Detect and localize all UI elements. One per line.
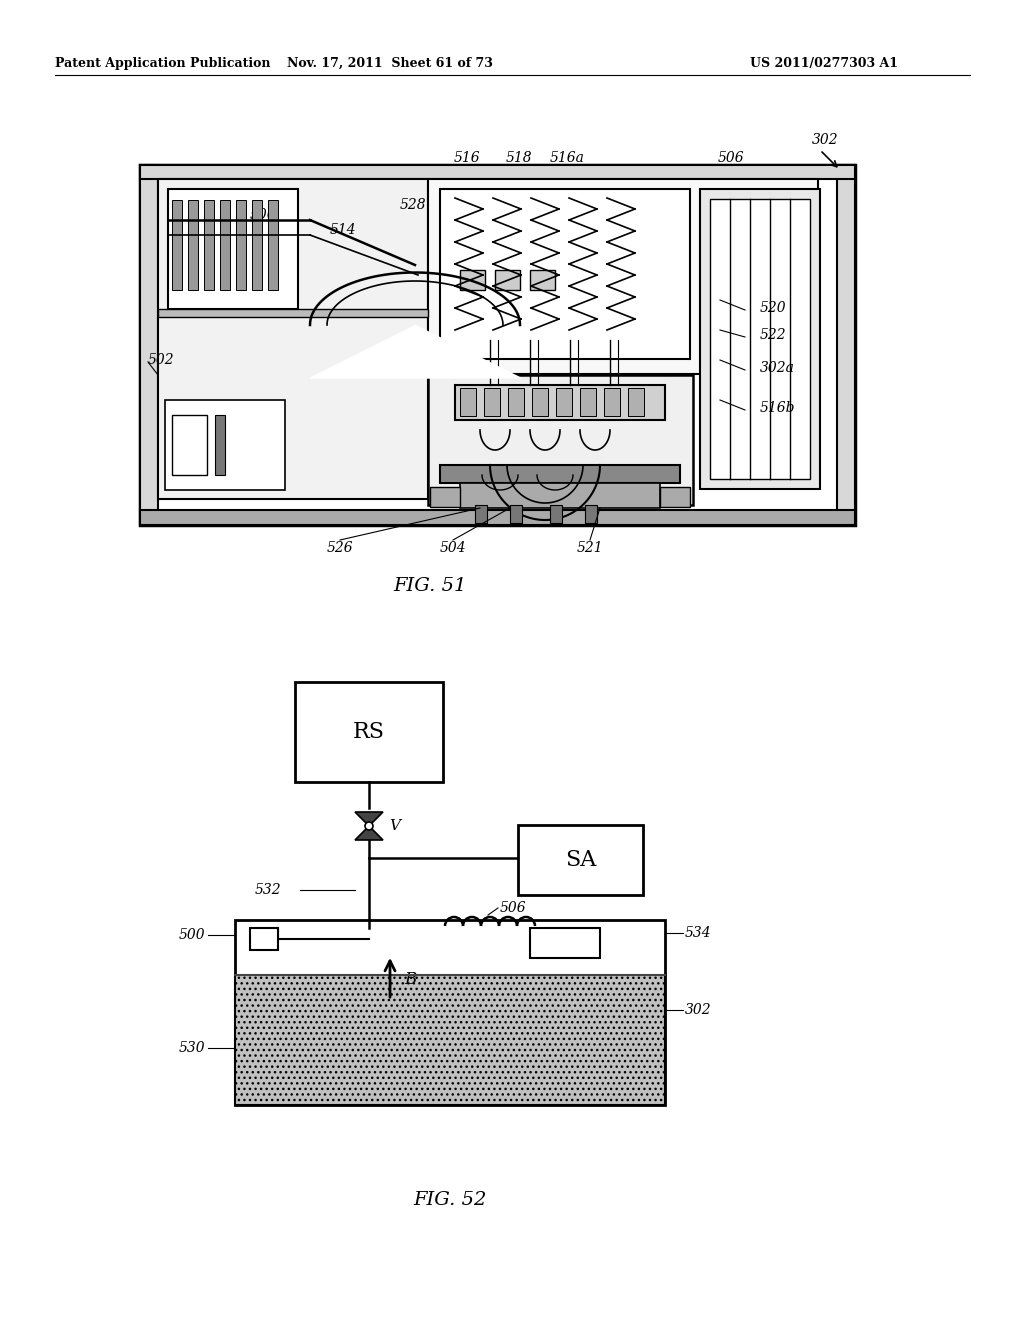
Text: 302: 302 (685, 1003, 712, 1016)
Bar (556, 388, 572, 416)
Bar (530, 928, 600, 958)
Bar (430, 487, 460, 507)
Bar (495, 271, 520, 290)
Text: SA: SA (565, 849, 596, 871)
Bar (236, 201, 246, 290)
Text: 514: 514 (330, 223, 356, 238)
Bar (475, 506, 487, 523)
Bar (460, 271, 485, 290)
Bar (204, 201, 214, 290)
Bar (530, 271, 555, 290)
Bar (440, 189, 690, 359)
Bar (508, 388, 524, 416)
Text: 506: 506 (500, 902, 526, 915)
Text: 521: 521 (577, 541, 603, 554)
Bar (250, 928, 278, 950)
Text: Patent Application Publication: Patent Application Publication (55, 57, 270, 70)
Text: 500: 500 (178, 928, 205, 942)
Bar (172, 201, 182, 290)
Bar (455, 385, 665, 420)
Text: 530: 530 (178, 1041, 205, 1055)
Bar (585, 506, 597, 523)
Bar (460, 388, 476, 416)
Text: 504: 504 (439, 541, 466, 554)
Circle shape (365, 822, 373, 830)
Text: 518: 518 (506, 150, 532, 165)
Text: 516a: 516a (550, 150, 585, 165)
Bar (440, 465, 680, 483)
Text: 502: 502 (148, 352, 175, 367)
Bar (550, 506, 562, 523)
Bar (295, 682, 443, 781)
Bar (234, 975, 665, 1105)
Text: 528: 528 (400, 198, 427, 213)
Text: 532: 532 (255, 883, 282, 898)
Text: 520: 520 (760, 301, 786, 315)
Bar (188, 201, 198, 290)
Text: 526: 526 (327, 541, 353, 554)
Text: 516: 516 (454, 150, 480, 165)
Text: 516b: 516b (760, 401, 796, 414)
Bar (140, 165, 855, 180)
Text: V: V (389, 818, 400, 833)
Bar (220, 201, 230, 290)
Bar (140, 165, 158, 525)
Text: Nov. 17, 2011  Sheet 61 of 73: Nov. 17, 2011 Sheet 61 of 73 (287, 57, 493, 70)
Text: 302: 302 (812, 133, 839, 147)
Bar (234, 920, 665, 1105)
Bar (172, 414, 207, 475)
Bar (215, 414, 225, 475)
Text: 302a: 302a (760, 360, 795, 375)
Bar (460, 483, 660, 508)
Bar (158, 180, 428, 499)
Bar (532, 388, 548, 416)
Bar (604, 388, 620, 416)
Text: 500: 500 (250, 209, 276, 222)
Bar (518, 825, 643, 895)
Bar (158, 309, 428, 317)
Bar (700, 189, 820, 488)
Text: FIG. 51: FIG. 51 (393, 577, 467, 595)
Bar (510, 506, 522, 523)
Bar (484, 388, 500, 416)
Bar (268, 201, 278, 290)
Text: B: B (404, 972, 416, 989)
Bar (168, 189, 298, 309)
Bar (628, 388, 644, 416)
Bar (710, 199, 810, 479)
Bar (428, 375, 693, 506)
Text: 506: 506 (718, 150, 744, 165)
Bar (428, 180, 818, 374)
Text: US 2011/0277303 A1: US 2011/0277303 A1 (750, 57, 898, 70)
Bar (140, 510, 855, 525)
Bar (580, 388, 596, 416)
Text: 534: 534 (685, 927, 712, 940)
Bar (140, 165, 855, 525)
Bar (660, 487, 690, 507)
Bar (165, 400, 285, 490)
Polygon shape (355, 826, 383, 840)
Text: FIG. 52: FIG. 52 (414, 1191, 486, 1209)
Bar (252, 201, 262, 290)
Text: RS: RS (353, 721, 385, 743)
Text: 522: 522 (760, 327, 786, 342)
Bar (837, 165, 855, 525)
Polygon shape (355, 812, 383, 826)
